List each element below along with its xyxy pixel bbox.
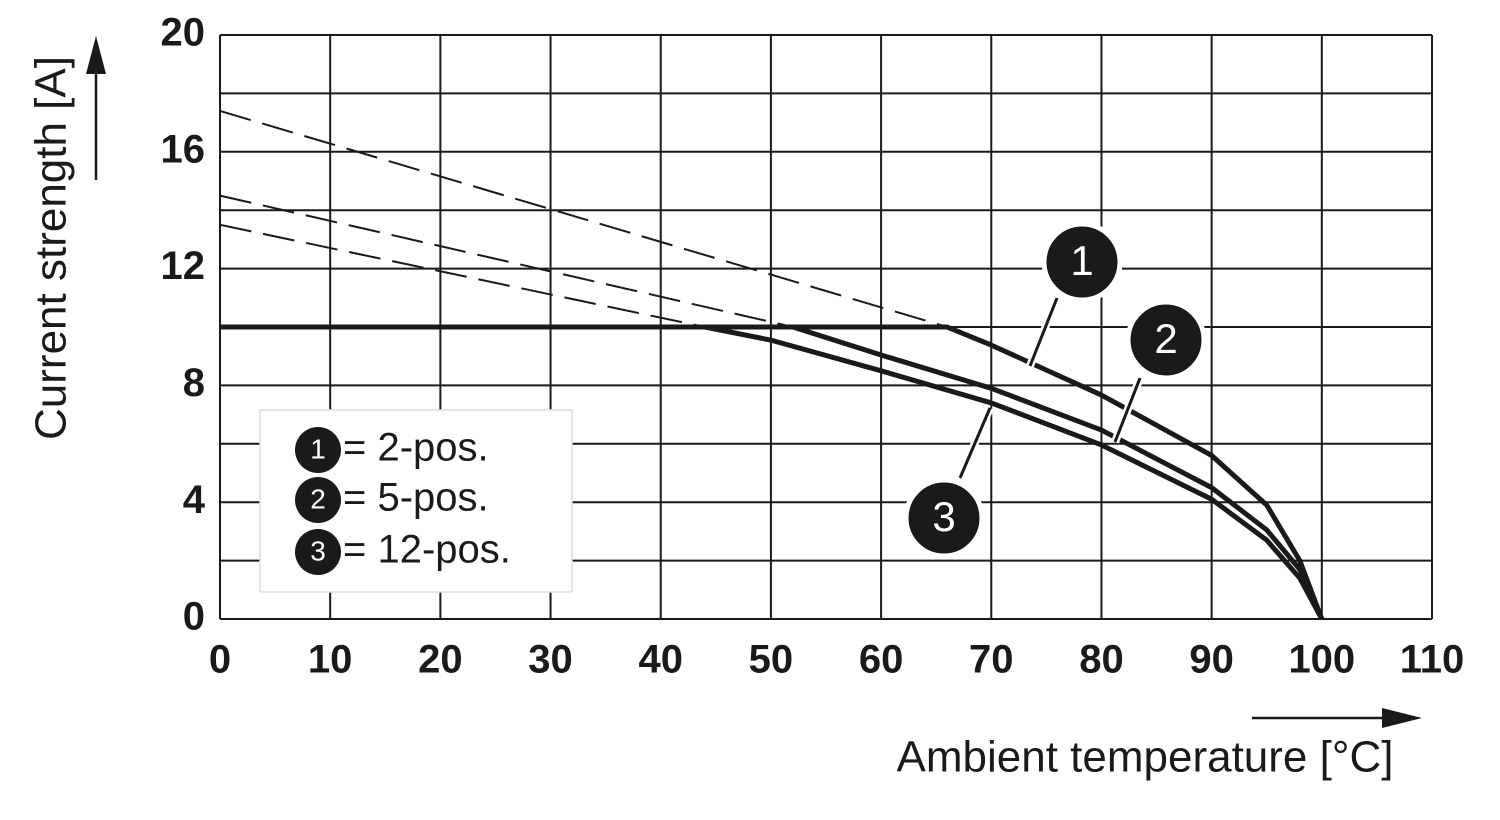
callout-leader [958,407,992,479]
series-line [220,324,1325,621]
x-tick-label: 100 [1288,638,1355,682]
x-tick-label: 50 [749,638,794,682]
y-tick-label: 12 [161,244,206,288]
legend-label: = 2-pos. [343,426,489,470]
callout-number: 3 [932,493,955,540]
callouts: 1 2 3 [903,221,1207,559]
extrapolation-line [219,194,794,328]
y-tick-label: 0 [183,595,205,639]
legend-marker [295,427,341,473]
x-tick-label: 30 [528,638,573,682]
x-tick-label: 10 [308,638,353,682]
legend-label: = 5-pos. [343,476,489,520]
callout-leader [1028,297,1059,367]
callout-number: 1 [1070,237,1093,284]
x-tick-label: 70 [969,638,1014,682]
x-axis-title: Ambient temperature [°C] [897,733,1394,782]
series-line [220,324,1325,620]
y-tick-label: 16 [161,127,206,171]
legend: 1 = 2-pos. 2 = 5-pos. 3 = 12-pos. [259,409,573,593]
callout-marker [1125,299,1207,381]
extrapolation-line [219,109,948,328]
extrapolation-line [219,223,706,328]
callout-marker [1041,221,1123,303]
callout-leader [1113,377,1142,443]
legend-marker [295,529,341,575]
y-axis-title: Current strength [A] [27,56,76,440]
y-arrow [86,36,106,180]
x-tick-label: 110 [1400,638,1465,682]
legend-number: 2 [310,483,326,514]
x-tick-label: 80 [1079,638,1124,682]
legend-number: 1 [310,433,326,464]
callout-number: 2 [1154,315,1177,362]
callout-marker [903,477,985,559]
x-arrow [1252,708,1422,728]
y-tick-label: 4 [183,478,206,522]
x-tick-label: 60 [859,638,904,682]
legend-number: 3 [310,535,326,566]
legend-label: = 12-pos. [343,528,511,572]
x-tick-label: 40 [638,638,683,682]
y-tick-label: 8 [183,361,205,405]
legend-marker [295,477,341,523]
x-tick-label: 90 [1189,638,1234,682]
series-line [220,324,1325,621]
y-tick-label: 20 [161,11,206,55]
lines [219,109,1325,621]
x-tick-label: 20 [418,638,463,682]
x-tick-label: 0 [209,638,231,682]
